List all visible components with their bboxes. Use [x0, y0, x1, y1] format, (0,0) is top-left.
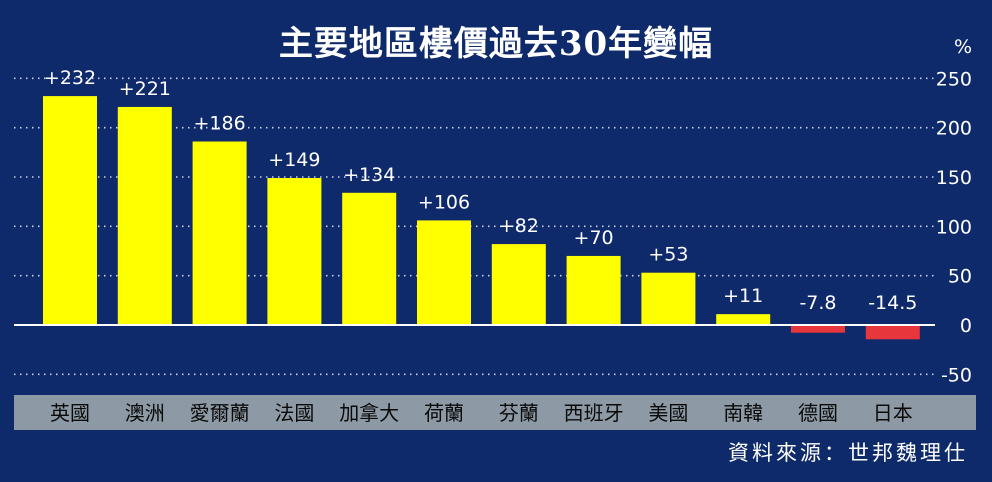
bar — [491, 244, 546, 325]
data-label: +134 — [343, 164, 395, 186]
y-tick-label: 150 — [936, 167, 972, 189]
category-band — [14, 395, 976, 430]
data-label: +53 — [648, 244, 688, 266]
bar — [566, 255, 621, 325]
category-label: 英國 — [50, 401, 90, 425]
bar — [43, 96, 97, 326]
y-axis-unit: % — [954, 36, 972, 58]
category-labels: 英國 澳洲 愛爾蘭 法國 加拿大 荷蘭 芬蘭 西班牙 美國 南韓 德國 日本 — [50, 401, 913, 425]
category-label: 南韓 — [723, 401, 763, 425]
category-label: 荷蘭 — [424, 401, 464, 425]
data-label: +70 — [574, 227, 614, 249]
data-labels: +232 +221 +186 +149 +134 +106 +82 +70 +53 +11 -7.8… — [44, 67, 917, 314]
bar — [641, 272, 696, 325]
category-label: 澳洲 — [125, 401, 165, 425]
y-tick-label: 0 — [960, 315, 972, 337]
data-label: +149 — [268, 149, 320, 171]
category-label: 芬蘭 — [499, 401, 539, 425]
category-label: 愛爾蘭 — [190, 401, 250, 425]
category-label: 法國 — [274, 401, 314, 425]
bar — [791, 325, 845, 333]
y-tick-label: 50 — [948, 266, 972, 288]
y-tick-labels: 250 200 150 100 50 0 -50 — [936, 68, 972, 386]
bar — [342, 192, 397, 325]
category-label: 日本 — [873, 401, 913, 425]
y-tick-label: 250 — [936, 68, 972, 90]
chart-title: 主要地區樓價過去30年變幅 — [278, 24, 714, 64]
bar — [117, 106, 172, 326]
category-label: 美國 — [648, 401, 688, 425]
bar — [417, 220, 471, 325]
y-tick-label: -50 — [941, 364, 972, 386]
data-label: -7.8 — [799, 292, 836, 314]
category-label: 德國 — [798, 401, 838, 425]
bars — [43, 96, 920, 340]
bar — [267, 177, 322, 325]
data-label: -14.5 — [868, 292, 917, 314]
source-note: 資料來源：世邦魏理仕 — [728, 441, 968, 465]
bar — [716, 314, 771, 325]
data-label: +82 — [499, 215, 539, 237]
data-label: +221 — [119, 78, 171, 100]
data-label: +232 — [44, 67, 96, 89]
data-label: +186 — [194, 112, 246, 134]
data-label: +106 — [418, 191, 470, 213]
category-label: 加拿大 — [339, 401, 399, 425]
bar — [865, 325, 920, 340]
y-tick-label: 100 — [936, 216, 972, 238]
category-label: 西班牙 — [564, 401, 624, 425]
data-label: +11 — [723, 285, 763, 307]
y-tick-label: 200 — [936, 118, 972, 140]
bar — [192, 141, 247, 325]
